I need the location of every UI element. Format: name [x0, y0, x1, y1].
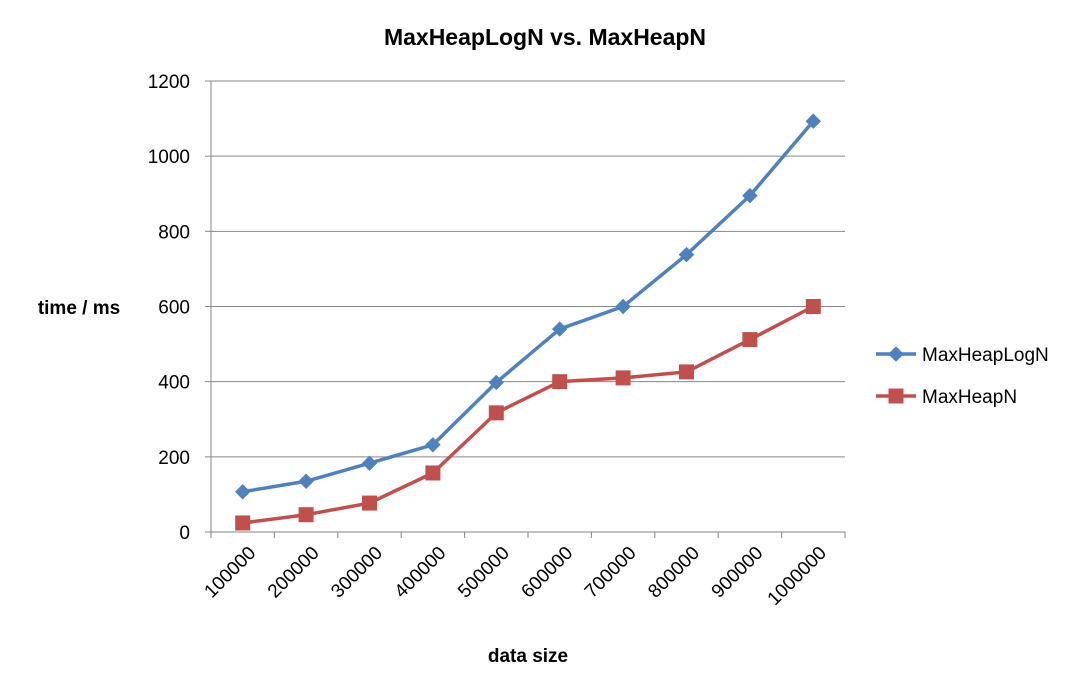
series-1 [235, 299, 821, 531]
y-tick-label: 800 [158, 222, 190, 243]
series-lines [234, 113, 822, 531]
data-point [805, 299, 821, 314]
y-axis-title: time / ms [38, 298, 120, 319]
x-tick-label: 1000000 [764, 543, 831, 610]
y-tick-label: 200 [158, 448, 190, 469]
y-tick-label: 1200 [148, 72, 190, 93]
x-tick-label: 800000 [644, 543, 704, 603]
legend: MaxHeapLogN MaxHeapN [876, 345, 1049, 408]
data-point [362, 495, 377, 511]
legend-label: MaxHeapN [922, 387, 1017, 408]
data-point [361, 455, 378, 471]
x-tick-label: 900000 [708, 543, 768, 603]
y-tick-label: 0 [179, 523, 190, 544]
chart-title: MaxHeapLogN vs. MaxHeapN [384, 24, 706, 50]
x-tick-label: 200000 [264, 543, 324, 603]
data-point [552, 374, 568, 390]
data-point [488, 405, 504, 421]
data-point [551, 321, 568, 337]
x-tick-label: 600000 [518, 543, 578, 603]
series-line [242, 304, 815, 525]
series-line [242, 120, 815, 494]
data-point [678, 246, 695, 263]
data-point [488, 374, 505, 391]
data-point [742, 332, 758, 348]
x-tick-label: 300000 [327, 543, 387, 603]
data-point [425, 465, 441, 481]
data-point [615, 370, 631, 386]
x-tick-label: 500000 [454, 543, 514, 603]
data-point [679, 364, 694, 380]
data-point [234, 484, 251, 500]
legend-item: MaxHeapLogN [876, 345, 1049, 366]
data-point [298, 507, 314, 523]
y-tick-label: 400 [158, 373, 190, 394]
data-point [425, 437, 441, 453]
data-point [298, 473, 314, 489]
legend-marker [888, 388, 904, 404]
x-axis-title: data size [488, 646, 568, 667]
y-tick-label: 1000 [148, 147, 190, 168]
x-tick-label: 700000 [581, 543, 641, 603]
series-0 [234, 113, 822, 500]
x-tick-label: 100000 [201, 543, 261, 603]
data-point [742, 187, 758, 204]
data-point [235, 515, 251, 531]
x-tick-label: 400000 [391, 543, 451, 603]
legend-label: MaxHeapLogN [922, 345, 1049, 366]
axes [205, 80, 846, 538]
data-point [615, 298, 631, 315]
legend-item: MaxHeapN [876, 387, 1017, 408]
gridlines [211, 80, 845, 458]
legend-marker [888, 346, 904, 362]
data-point [805, 113, 822, 129]
y-tick-label: 600 [158, 298, 190, 319]
